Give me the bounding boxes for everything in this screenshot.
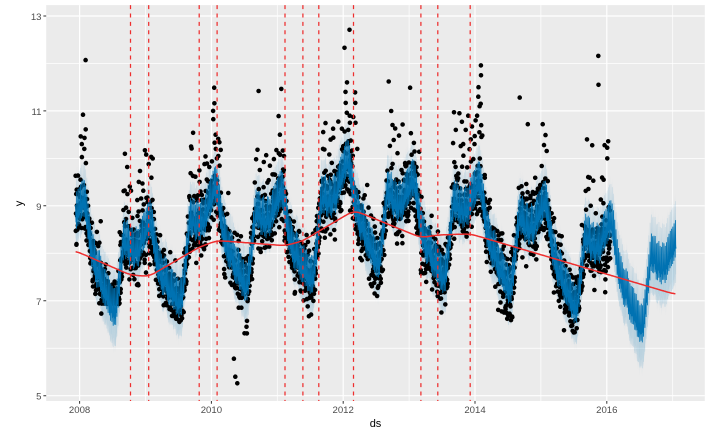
svg-text:2010: 2010: [201, 405, 222, 416]
svg-text:11: 11: [32, 107, 42, 118]
svg-text:9: 9: [36, 202, 41, 213]
svg-text:5: 5: [36, 392, 41, 403]
svg-text:2014: 2014: [464, 405, 486, 416]
svg-text:13: 13: [31, 12, 42, 23]
svg-text:2016: 2016: [596, 405, 617, 416]
svg-text:2012: 2012: [333, 405, 354, 416]
svg-text:2008: 2008: [69, 405, 90, 416]
svg-text:y: y: [14, 200, 26, 206]
svg-text:7: 7: [36, 297, 41, 308]
svg-text:ds: ds: [370, 418, 382, 430]
